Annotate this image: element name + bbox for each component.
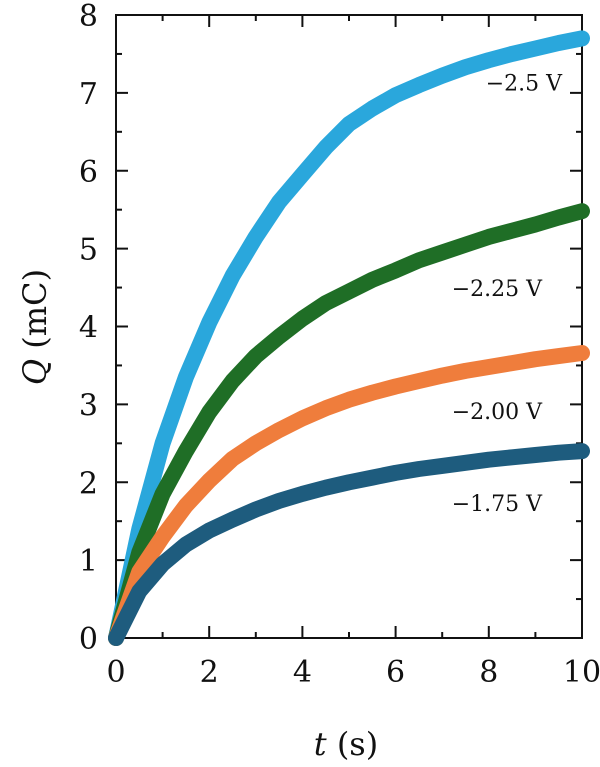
series-label-3: −2.00 V	[452, 400, 543, 425]
x-tick-label: 10	[563, 655, 600, 690]
tick-labels: 0 2 4 6 8 10 0 1 2 3 4 5 6 7 8	[79, 0, 600, 690]
y-tick-label: 3	[79, 388, 98, 423]
x-tick-label: 2	[200, 655, 219, 690]
series-label-1: −2.5 V	[486, 71, 563, 96]
x-axis-var: t	[314, 725, 327, 763]
series-lines	[108, 30, 590, 646]
x-tick-label: 8	[479, 655, 498, 690]
series-line-3	[108, 345, 590, 646]
y-tick-label: 2	[79, 466, 98, 501]
series-line-2	[108, 203, 590, 646]
y-tick-label: 6	[79, 155, 98, 190]
x-tick-label: 4	[293, 655, 312, 690]
x-tick-label: 0	[106, 655, 125, 690]
tick-marks	[115, 14, 583, 639]
series-line-1	[108, 30, 590, 646]
y-axis-var: Q	[16, 359, 54, 385]
y-tick-label: 8	[79, 0, 98, 34]
y-tick-label: 4	[79, 311, 98, 346]
series-labels: −2.5 V −2.25 V −2.00 V −1.75 V	[452, 71, 563, 517]
series-label-4: −1.75 V	[452, 492, 543, 517]
y-tick-label: 0	[79, 622, 98, 657]
series-line-4	[108, 443, 590, 646]
x-tick-label: 6	[386, 655, 405, 690]
y-tick-label: 7	[79, 77, 98, 112]
x-axis-unit: (s)	[337, 725, 378, 763]
series-label-2: −2.25 V	[452, 277, 543, 302]
y-axis-label: Q (mC)	[16, 269, 54, 385]
y-axis-unit: (mC)	[16, 269, 54, 349]
y-tick-label: 5	[79, 233, 98, 268]
y-tick-label: 1	[79, 544, 98, 579]
x-axis-label: t (s)	[314, 725, 378, 763]
